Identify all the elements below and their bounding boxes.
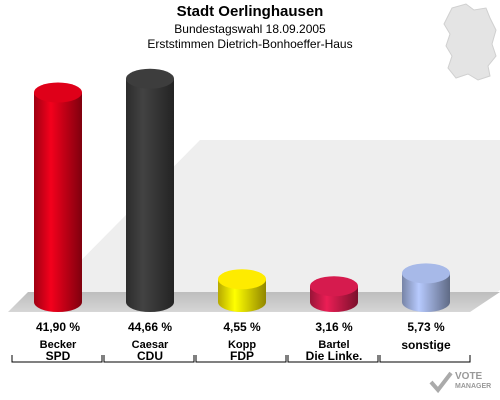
logo-line1: VOTE [455,371,483,382]
bar-body [34,92,82,312]
bar-spd [34,82,82,312]
bar-fdp [218,269,266,312]
candidate-label: Bartel [318,339,349,351]
chart-subtitle-2: Erststimmen Dietrich-Bonhoeffer-Haus [147,37,353,51]
bar-sonstige [402,263,450,312]
party-label: sonstige [401,338,451,352]
candidate-label: Becker [40,339,77,351]
value-label: 3,16 % [315,320,353,334]
bar-cdu [126,68,174,312]
party-label: Die Linke. [306,349,363,363]
party-label: SPD [46,349,71,363]
checkmark-logo-icon [429,371,453,394]
party-bracket [195,355,287,363]
party-bracket [379,355,471,363]
party-bracket [287,355,379,363]
bar-top [218,269,266,290]
party-label: CDU [137,349,163,363]
value-label: 5,73 % [407,320,445,334]
chart-subtitle: Bundestagswahl 18.09.2005 [174,22,326,36]
bar-top [126,68,174,89]
bar-top [402,263,450,284]
chart-title: Stadt Oerlinghausen [176,3,324,20]
value-label: 4,55 % [223,320,261,334]
bar-top [310,276,358,297]
party-label: FDP [230,349,254,363]
party-bracket [11,355,103,363]
value-label: 44,66 % [128,320,172,334]
value-label: 41,90 % [36,320,80,334]
party-bracket [103,355,195,363]
bar-body [402,273,450,312]
bar-body [126,78,174,312]
vote-manager-logo: VOTE MANAGER [455,372,491,392]
bar-dielinke [310,276,358,312]
candidate-label: Kopp [228,339,256,351]
logo-line2: MANAGER [455,383,492,390]
germany-map-icon [443,3,497,81]
candidate-label: Caesar [132,339,169,351]
bar-top [34,82,82,103]
